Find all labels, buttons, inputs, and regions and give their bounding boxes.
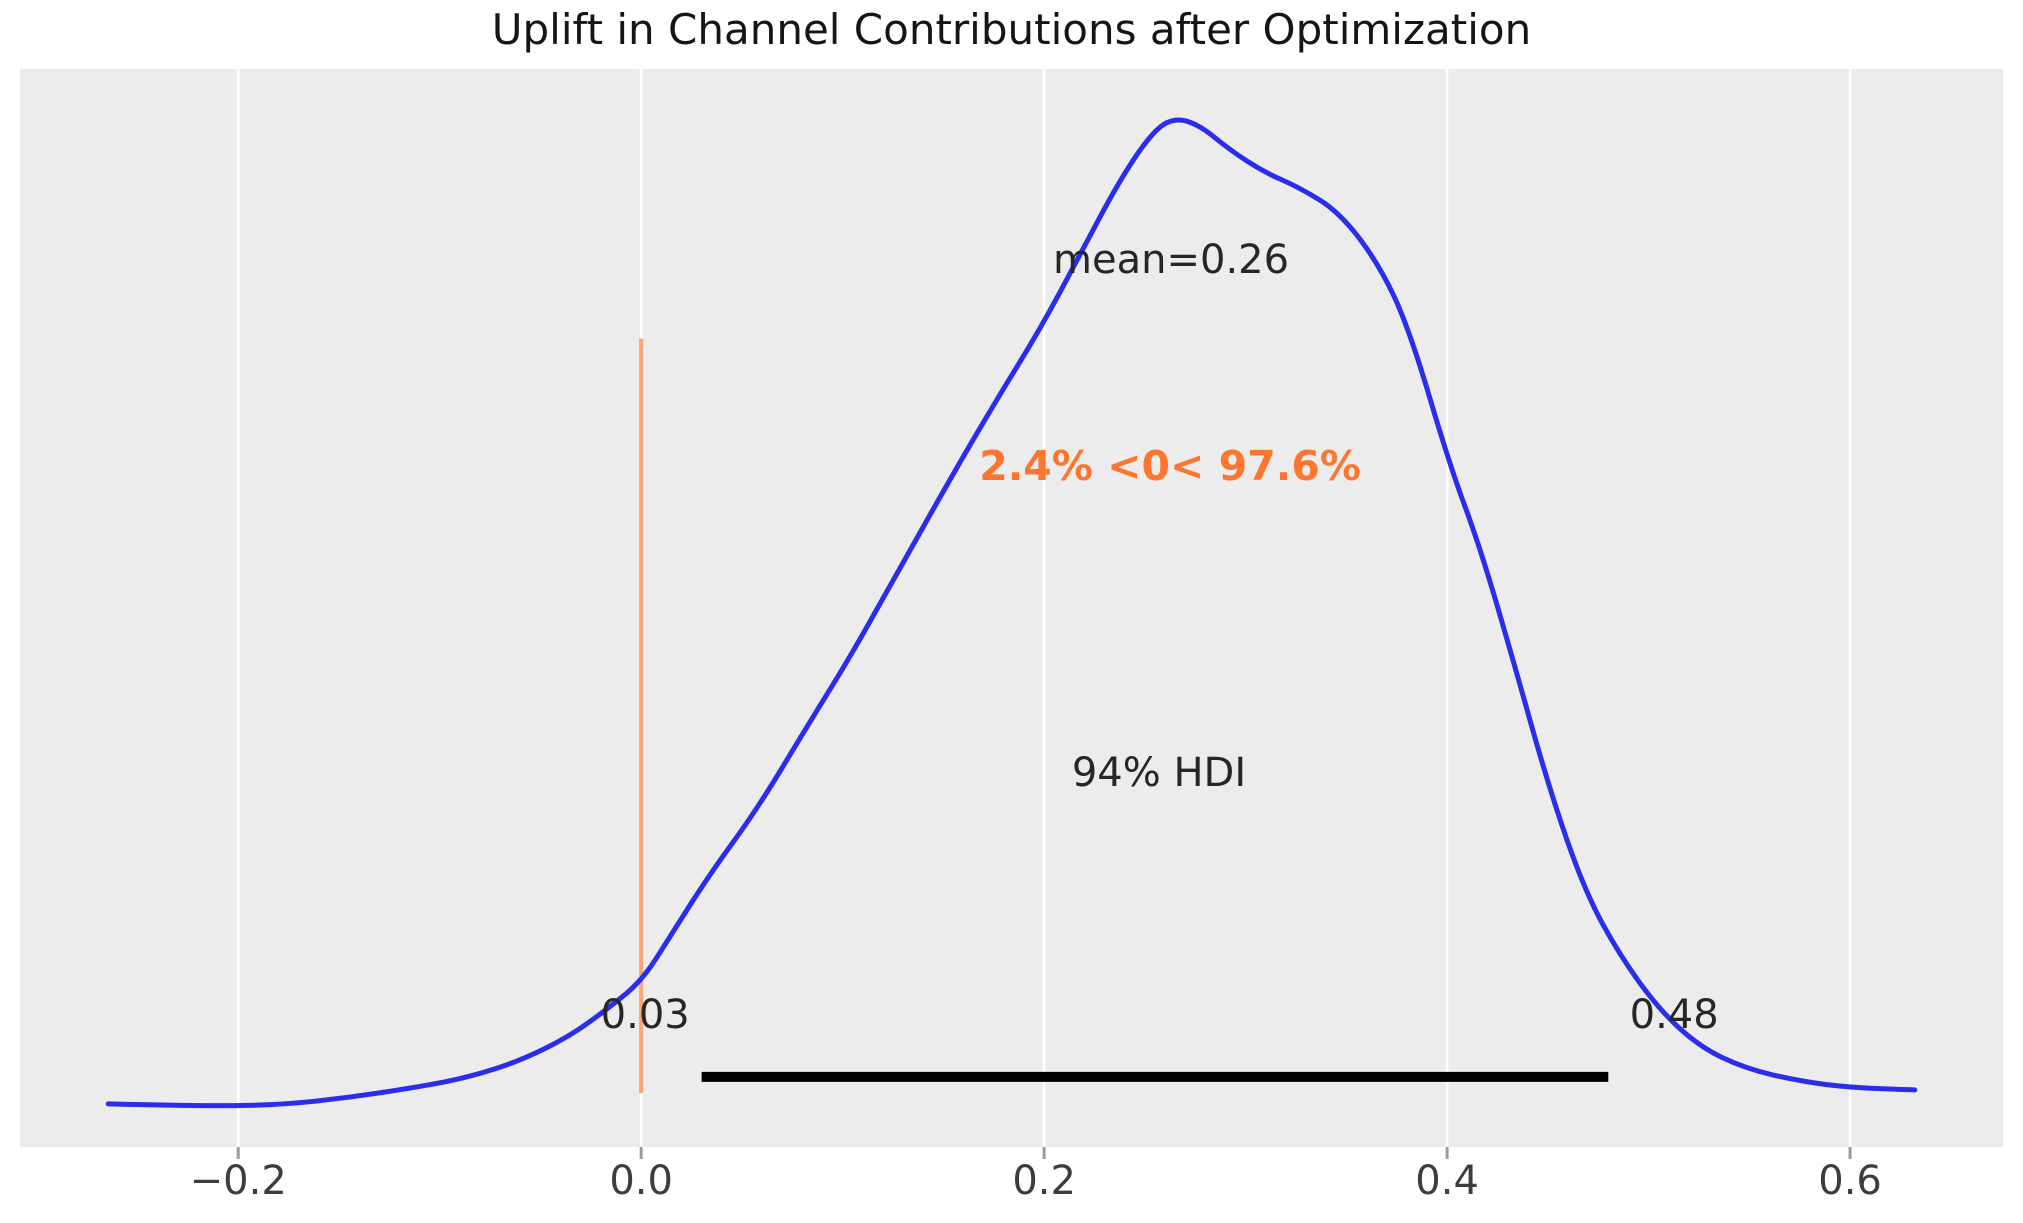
- plot-area: [20, 69, 2003, 1147]
- x-tick-label: 0.0: [609, 1158, 673, 1204]
- chart-title: Uplift in Channel Contributions after Op…: [491, 5, 1532, 54]
- hdi-upper-label: 0.48: [1629, 991, 1719, 1038]
- x-tick-label: −0.2: [189, 1158, 287, 1204]
- x-tick-label: 0.6: [1818, 1158, 1882, 1204]
- kde-curve: [105, 117, 1918, 1109]
- ref-val-label: 2.4% <0< 97.6%: [979, 441, 1361, 490]
- mean-label: mean=0.26: [1053, 236, 1290, 283]
- hdi-level-label: 94% HDI: [1071, 749, 1247, 796]
- x-tick-label: 0.2: [1012, 1158, 1076, 1204]
- x-tick-label: 0.4: [1415, 1158, 1479, 1204]
- hdi-lower-label: 0.03: [600, 991, 690, 1038]
